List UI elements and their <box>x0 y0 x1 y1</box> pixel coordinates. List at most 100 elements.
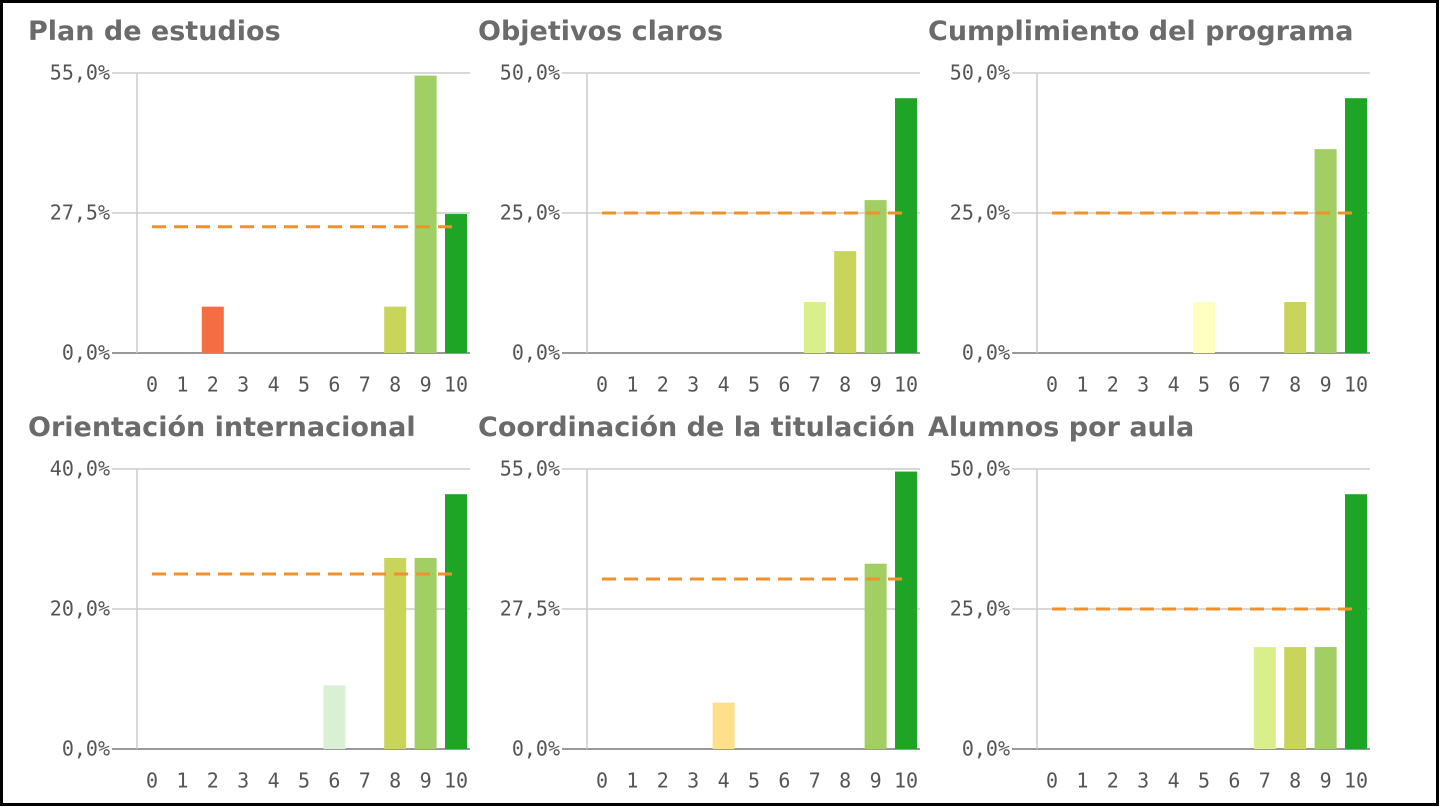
y-tick-label: 20,0% <box>50 597 110 621</box>
x-tick-label: 7 <box>359 373 371 397</box>
x-tick-label: 10 <box>444 769 468 793</box>
bar <box>445 494 467 749</box>
y-tick-label: 0,0% <box>62 737 110 761</box>
bar <box>384 306 407 353</box>
chart-title: Orientación internacional <box>28 412 416 443</box>
x-tick-label: 1 <box>626 373 638 397</box>
bar <box>1345 98 1367 353</box>
x-tick-label: 7 <box>809 373 821 397</box>
x-tick-label: 5 <box>298 769 310 793</box>
y-tick-label: 25,0% <box>950 597 1010 621</box>
chart-title: Cumplimiento del programa <box>928 16 1354 47</box>
y-tick-label: 50,0% <box>950 61 1010 85</box>
x-tick-label: 7 <box>809 769 821 793</box>
x-tick-label: 6 <box>328 769 340 793</box>
chart-title: Objetivos claros <box>478 16 723 47</box>
x-tick-label: 3 <box>687 769 699 793</box>
x-tick-label: 7 <box>1259 373 1271 397</box>
x-tick-label: 10 <box>894 373 918 397</box>
x-tick-label: 1 <box>176 769 188 793</box>
x-tick-label: 8 <box>389 373 401 397</box>
y-tick-label: 25,0% <box>950 201 1010 225</box>
bar <box>895 471 917 749</box>
x-tick-label: 8 <box>1289 769 1301 793</box>
y-tick-label: 55,0% <box>50 61 110 85</box>
bar <box>384 557 407 749</box>
y-tick-label: 50,0% <box>500 61 560 85</box>
x-tick-label: 2 <box>207 769 219 793</box>
bar <box>895 98 917 353</box>
bar <box>414 75 437 353</box>
x-tick-label: 0 <box>596 373 608 397</box>
x-tick-label: 10 <box>1344 769 1368 793</box>
x-tick-label: 6 <box>778 769 790 793</box>
x-tick-label: 4 <box>718 769 730 793</box>
x-tick-label: 0 <box>1046 769 1058 793</box>
y-tick-label: 55,0% <box>500 457 560 481</box>
y-tick-label: 50,0% <box>950 457 1010 481</box>
x-tick-label: 6 <box>1228 373 1240 397</box>
x-tick-label: 10 <box>1344 373 1368 397</box>
x-tick-label: 9 <box>1320 373 1332 397</box>
x-tick-label: 5 <box>1198 769 1210 793</box>
bar <box>1345 494 1367 749</box>
bar <box>864 563 887 749</box>
chart-title: Coordinación de la titulación <box>478 412 915 443</box>
x-tick-label: 3 <box>237 769 249 793</box>
x-tick-label: 1 <box>626 769 638 793</box>
x-tick-label: 2 <box>1107 373 1119 397</box>
bar <box>1314 647 1337 749</box>
bar <box>201 306 224 353</box>
y-tick-label: 40,0% <box>50 457 110 481</box>
x-tick-label: 8 <box>839 769 851 793</box>
y-tick-label: 0,0% <box>512 341 560 365</box>
bar <box>414 557 437 749</box>
x-tick-label: 2 <box>1107 769 1119 793</box>
x-tick-label: 0 <box>1046 373 1058 397</box>
chart-title: Alumnos por aula <box>928 412 1194 443</box>
x-tick-label: 1 <box>176 373 188 397</box>
x-tick-label: 5 <box>298 373 310 397</box>
bar <box>712 702 735 749</box>
x-tick-label: 2 <box>657 373 669 397</box>
x-tick-label: 8 <box>389 769 401 793</box>
bar <box>323 685 346 749</box>
bar <box>1193 302 1215 353</box>
x-tick-label: 9 <box>420 769 432 793</box>
x-tick-label: 4 <box>1168 373 1180 397</box>
x-tick-label: 0 <box>596 769 608 793</box>
chart-title: Plan de estudios <box>28 16 281 47</box>
x-tick-label: 3 <box>1137 769 1149 793</box>
x-tick-label: 7 <box>1259 769 1271 793</box>
x-tick-label: 5 <box>748 373 760 397</box>
x-tick-label: 9 <box>870 373 882 397</box>
x-tick-label: 8 <box>1289 373 1301 397</box>
y-tick-label: 27,5% <box>50 201 110 225</box>
x-tick-label: 9 <box>420 373 432 397</box>
y-tick-label: 27,5% <box>500 597 560 621</box>
x-tick-label: 1 <box>1076 373 1088 397</box>
x-tick-label: 0 <box>146 769 158 793</box>
x-tick-label: 5 <box>1198 373 1210 397</box>
bar <box>1253 647 1276 749</box>
bar <box>445 214 467 353</box>
x-tick-label: 3 <box>1137 373 1149 397</box>
x-tick-label: 10 <box>894 769 918 793</box>
x-tick-label: 2 <box>207 373 219 397</box>
x-tick-label: 3 <box>237 373 249 397</box>
y-tick-label: 0,0% <box>962 737 1010 761</box>
y-tick-label: 0,0% <box>962 341 1010 365</box>
x-tick-label: 9 <box>870 769 882 793</box>
x-tick-label: 6 <box>328 373 340 397</box>
bar <box>803 302 826 353</box>
x-tick-label: 7 <box>359 769 371 793</box>
x-tick-label: 4 <box>718 373 730 397</box>
x-tick-label: 8 <box>839 373 851 397</box>
bar <box>1284 302 1307 353</box>
x-tick-label: 10 <box>444 373 468 397</box>
x-tick-label: 4 <box>268 769 280 793</box>
x-tick-label: 3 <box>687 373 699 397</box>
y-tick-label: 0,0% <box>62 341 110 365</box>
bar <box>834 251 857 353</box>
